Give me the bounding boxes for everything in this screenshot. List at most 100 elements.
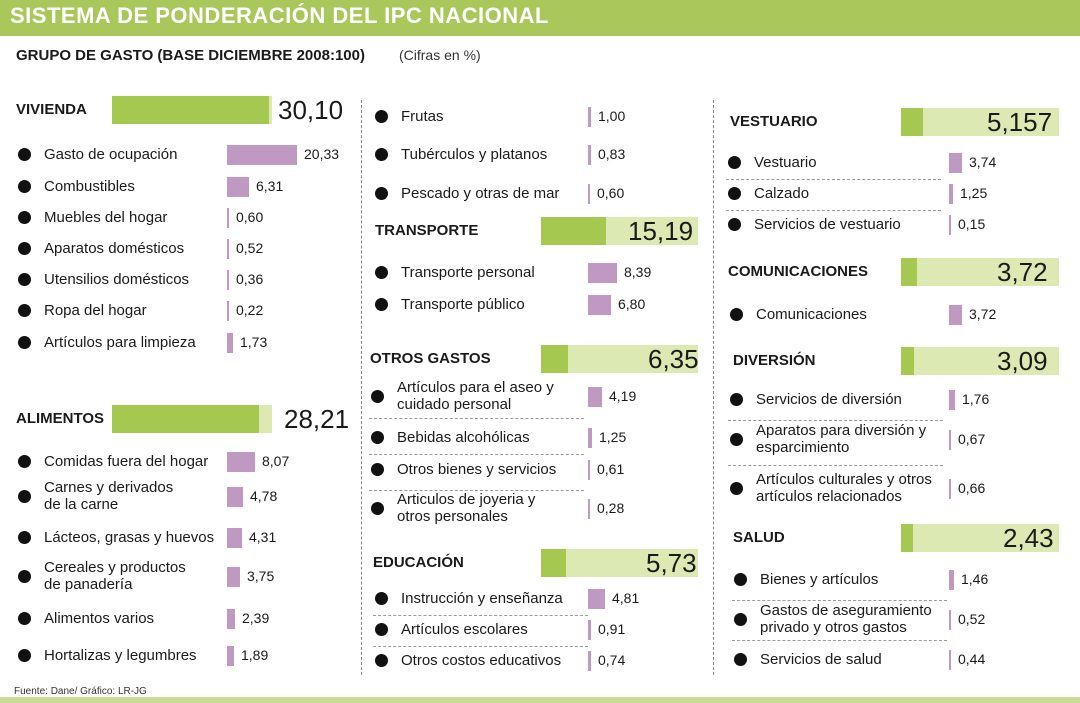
group-value-educacion: 5,73 xyxy=(646,548,697,578)
item-label-bebidas-alcoholicas: Bebidas alcohólicas xyxy=(397,429,530,446)
bullet-muebles-del-hogar xyxy=(18,211,31,224)
bullet-articulos-para-el-aseo-y-cuidado-personal xyxy=(371,390,384,403)
units-note: (Cifras en %) xyxy=(399,47,481,63)
bullet-gastos-de-aseguramiento-privado-y-otros-gastos xyxy=(734,613,747,626)
item-value-bienes-y-articulos: 1,46 xyxy=(961,571,989,587)
item-value-articulos-escolares: 0,91 xyxy=(598,621,626,637)
row-divider xyxy=(369,454,584,455)
item-label-servicios-de-vestuario: Servicios de vestuario xyxy=(754,216,901,233)
bullet-servicios-de-diversion xyxy=(730,393,743,406)
group-value-vestuario: 5,157 xyxy=(987,107,1053,137)
group-fill-otros-gastos xyxy=(541,345,568,373)
item-label-utensilios-domesticos: Utensilios domésticos xyxy=(44,271,190,288)
item-bar-servicios-de-diversion xyxy=(949,390,955,410)
item-label-gastos-de-aseguramiento-privado-y-otros-gastos: Gastos de aseguramiento privado y otros … xyxy=(760,602,932,636)
item-label-combustibles: Combustibles xyxy=(44,178,135,195)
group-fill-alimentos xyxy=(112,405,259,433)
group-label-salud: SALUD xyxy=(733,529,785,546)
item-value-servicios-de-diversion: 1,76 xyxy=(962,391,990,407)
item-value-carnes-y-derivados-de-la-carne: 4,78 xyxy=(250,488,278,504)
item-bar-transporte-personal xyxy=(588,263,617,283)
bullet-articulos-para-limpieza xyxy=(18,336,31,349)
source-note: Fuente: Dane/ Gráfico: LR-JG xyxy=(14,686,147,697)
item-label-articulos-para-limpieza: Artículos para limpieza xyxy=(44,334,196,351)
item-bar-pescado-y-otras-de-mar xyxy=(588,184,590,204)
item-value-articulos-culturales-y-otros-articulos-relacionados: 0,66 xyxy=(958,480,986,496)
item-label-calzado: Calzado xyxy=(754,185,810,202)
item-value-vestuario: 3,74 xyxy=(969,154,997,170)
group-label-otros-gastos: OTROS GASTOS xyxy=(370,350,491,367)
group-value-alimentos: 28,21 xyxy=(284,404,350,434)
item-value-muebles-del-hogar: 0,60 xyxy=(236,209,264,225)
bullet-combustibles xyxy=(18,180,31,193)
group-label-alimentos: ALIMENTOS xyxy=(16,410,105,427)
group-value-transporte: 15,19 xyxy=(628,216,694,246)
bullet-cereales-y-productos-de-panaderia xyxy=(18,570,31,583)
bullet-transporte-personal xyxy=(375,266,388,279)
bullet-aparatos-domesticos xyxy=(18,242,31,255)
item-label-instruccion-y-ensenanza: Instrucción y enseñanza xyxy=(401,590,563,607)
item-label-pescado-y-otras-de-mar: Pescado y otras de mar xyxy=(401,185,560,202)
item-bar-articulos-de-joyeria-y-otros-personales xyxy=(588,499,590,519)
item-label-muebles-del-hogar: Muebles del hogar xyxy=(44,209,168,226)
group-label-comunicaciones: COMUNICACIONES xyxy=(728,263,869,280)
item-bar-tuberculos-y-platanos xyxy=(588,145,591,165)
row-divider xyxy=(373,646,588,647)
item-bar-otros-bienes-y-servicios xyxy=(588,460,590,480)
chart-subtitle: GRUPO DE GASTO (BASE DICIEMBRE 2008:100) xyxy=(16,47,365,64)
item-label-hortalizas-y-legumbres: Hortalizas y legumbres xyxy=(44,647,197,664)
item-value-hortalizas-y-legumbres: 1,89 xyxy=(241,647,269,663)
bullet-frutas xyxy=(375,110,388,123)
item-bar-bienes-y-articulos xyxy=(949,570,954,590)
item-value-lacteos-grasas-y-huevos: 4,31 xyxy=(249,529,277,545)
column-divider-2 xyxy=(713,100,714,675)
item-value-articulos-para-limpieza: 1,73 xyxy=(240,334,268,350)
item-value-transporte-publico: 6,80 xyxy=(618,296,646,312)
bullet-pescado-y-otras-de-mar xyxy=(375,187,388,200)
item-bar-gastos-de-aseguramiento-privado-y-otros-gastos xyxy=(949,610,951,630)
item-label-ropa-del-hogar: Ropa del hogar xyxy=(44,302,147,319)
item-bar-cereales-y-productos-de-panaderia xyxy=(227,567,240,587)
group-bar-alimentos xyxy=(112,405,272,433)
row-divider xyxy=(732,600,947,601)
group-bar-transporte xyxy=(541,217,698,245)
item-label-aparatos-domesticos: Aparatos domésticos xyxy=(44,240,185,257)
group-fill-transporte xyxy=(541,217,606,245)
item-bar-vestuario xyxy=(949,153,962,173)
item-bar-articulos-escolares xyxy=(588,620,591,640)
item-bar-gasto-de-ocupacion xyxy=(227,145,297,165)
item-bar-ropa-del-hogar xyxy=(227,301,229,321)
group-bar-vivienda xyxy=(112,96,272,124)
bullet-gasto-de-ocupacion xyxy=(18,148,31,161)
item-label-gasto-de-ocupacion: Gasto de ocupación xyxy=(44,146,178,163)
item-value-articulos-de-joyeria-y-otros-personales: 0,28 xyxy=(597,500,625,516)
row-divider xyxy=(369,418,584,419)
row-divider xyxy=(728,465,943,466)
bullet-instruccion-y-ensenanza xyxy=(375,592,388,605)
item-bar-comidas-fuera-del-hogar xyxy=(227,452,255,472)
item-value-cereales-y-productos-de-panaderia: 3,75 xyxy=(247,568,275,584)
item-bar-calzado xyxy=(949,184,953,204)
item-label-vestuario: Vestuario xyxy=(754,154,817,171)
item-value-gasto-de-ocupacion: 20,33 xyxy=(304,146,340,162)
group-label-transporte: TRANSPORTE xyxy=(375,222,479,239)
item-bar-carnes-y-derivados-de-la-carne xyxy=(227,487,243,507)
item-value-combustibles: 6,31 xyxy=(256,178,284,194)
bullet-otros-costos-educativos xyxy=(375,654,388,667)
item-value-aparatos-para-diversion-y-esparcimiento: 0,67 xyxy=(958,431,986,447)
group-value-vivienda: 30,10 xyxy=(278,95,344,125)
item-bar-articulos-culturales-y-otros-articulos-relacionados xyxy=(949,479,951,499)
item-value-frutas: 1,00 xyxy=(598,108,626,124)
item-value-alimentos-varios: 2,39 xyxy=(242,610,270,626)
item-label-aparatos-para-diversion-y-esparcimiento: Aparatos para diversión y esparcimiento xyxy=(756,422,927,456)
bullet-servicios-de-vestuario xyxy=(728,218,741,231)
item-label-comidas-fuera-del-hogar: Comidas fuera del hogar xyxy=(44,453,209,470)
item-bar-alimentos-varios xyxy=(227,609,235,629)
item-bar-muebles-del-hogar xyxy=(227,208,229,228)
item-label-carnes-y-derivados-de-la-carne: Carnes y derivados de la carne xyxy=(44,479,174,513)
item-label-articulos-de-joyeria-y-otros-personales: Articulos de joyeria y otros personales xyxy=(397,491,536,525)
bullet-comidas-fuera-del-hogar xyxy=(18,455,31,468)
item-value-ropa-del-hogar: 0,22 xyxy=(236,302,264,318)
row-divider xyxy=(369,490,584,491)
item-value-bebidas-alcoholicas: 1,25 xyxy=(599,429,627,445)
